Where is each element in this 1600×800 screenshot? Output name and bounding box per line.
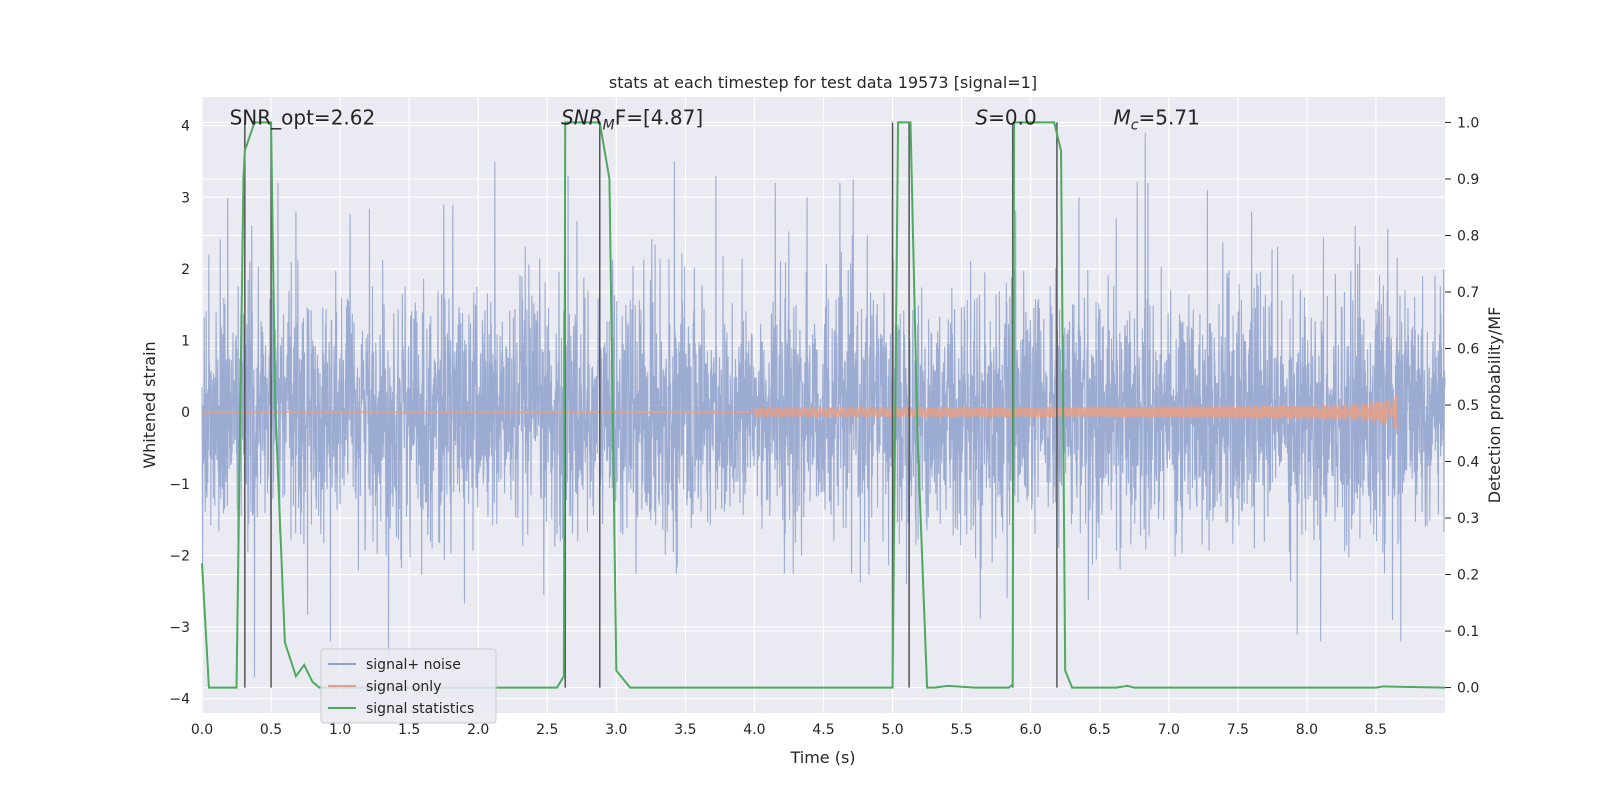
annotation: S=0.0 [975, 106, 1036, 130]
y2-axis-label: Detection probability/MF [1485, 307, 1504, 504]
x-tick-label: 7.5 [1227, 722, 1249, 738]
x-tick-label: 2.5 [536, 722, 558, 738]
y2-tick-label: 0.4 [1457, 455, 1479, 471]
x-tick-label: 1.0 [329, 722, 351, 738]
x-tick-label: 8.0 [1296, 722, 1318, 738]
x-tick-label: 6.5 [1089, 722, 1111, 738]
y-tick-label: 3 [181, 190, 190, 206]
x-tick-label: 3.5 [674, 722, 696, 738]
y2-tick-label: 0.3 [1457, 511, 1479, 527]
x-tick-label: 5.5 [950, 722, 972, 738]
chart-title: stats at each timestep for test data 195… [609, 73, 1037, 92]
noise-line [201, 132, 1446, 678]
y2-tick-label: 0.7 [1457, 285, 1479, 301]
y-tick-label: 4 [181, 119, 190, 135]
y2-tick-label: 0.8 [1457, 228, 1479, 244]
series-signal-plus-noise [201, 132, 1446, 678]
y-tick-labels: −4 −3 −2 −1 0 1 2 3 4 [169, 119, 190, 708]
annotation: SNRMF=[4.87] [561, 106, 703, 134]
legend: signal+ noise signal only signal statistic… [320, 648, 497, 724]
legend-label: signal only [366, 679, 441, 695]
y-tick-label: 2 [181, 262, 190, 278]
y2-tick-label: 0.1 [1457, 624, 1479, 640]
legend-label: signal statistics [366, 701, 474, 717]
y-tick-label: 0 [181, 405, 190, 421]
legend-box [320, 648, 497, 724]
legend-label: signal+ noise [366, 657, 461, 673]
y-tick-label: −4 [169, 692, 190, 708]
y2-tick-label: 0.2 [1457, 568, 1479, 584]
y2-tick-label: 1.0 [1457, 115, 1479, 131]
x-tick-label: 8.5 [1365, 722, 1387, 738]
x-axis-label: Time (s) [789, 748, 855, 767]
y2-tick-label: 0.0 [1457, 681, 1479, 697]
y2-tick-label: 0.6 [1457, 341, 1479, 357]
x-tick-label: 3.0 [605, 722, 627, 738]
statistics-line [201, 121, 1446, 689]
y-tick-label: −1 [169, 477, 190, 493]
x-tick-labels: 0.0 0.5 1.0 1.5 2.0 2.5 3.0 3.5 4.0 4.5 5.0 5.5 6.0 6… [191, 722, 1387, 738]
x-tick-label: 4.5 [812, 722, 834, 738]
annotation: Mc=5.71 [1114, 106, 1200, 134]
x-tick-label: 2.0 [467, 722, 489, 738]
x-tick-label: 0.0 [191, 722, 213, 738]
y-axis-label: Whitened strain [140, 341, 159, 468]
x-tick-label: 1.5 [398, 722, 420, 738]
y2-tick-label: 0.9 [1457, 172, 1479, 188]
y-tick-label: −3 [169, 620, 190, 636]
y2-tick-labels: 0.0 0.1 0.2 0.3 0.4 0.5 0.6 0.7 0.8 0.9 1.0 [1445, 115, 1479, 697]
annotation: SNR_opt=2.62 [230, 106, 376, 130]
x-tick-label: 7.0 [1158, 722, 1180, 738]
y2-tick-label: 0.5 [1457, 398, 1479, 414]
series-signal-only [201, 395, 1398, 430]
series-signal-statistics [201, 121, 1446, 689]
y-tick-label: 1 [181, 334, 190, 350]
y-tick-label: −2 [169, 548, 190, 564]
x-tick-label: 6.0 [1020, 722, 1042, 738]
x-tick-label: 4.0 [743, 722, 765, 738]
x-tick-label: 0.5 [260, 722, 282, 738]
annotations: SNR_opt=2.62 SNRMF=[4.87] S=0.0 Mc=5.71 [230, 106, 1200, 134]
chirp-line [201, 395, 1398, 430]
x-tick-label: 5.0 [881, 722, 903, 738]
